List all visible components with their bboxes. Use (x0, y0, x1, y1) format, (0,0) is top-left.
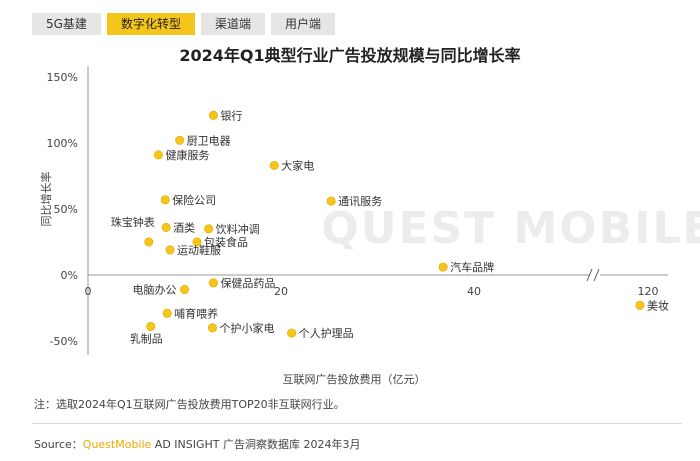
data-point (269, 160, 279, 170)
data-label: 个护小家电 (219, 321, 274, 335)
data-point (326, 196, 336, 206)
data-label: 通讯服务 (338, 195, 382, 208)
axis-break-mark (586, 268, 600, 282)
data-label: 保健品药品 (220, 276, 275, 290)
data-label: 厨卫电器 (187, 134, 231, 147)
data-label: 饮料冲调 (216, 222, 260, 236)
watermark: QUEST MOBILE (321, 203, 700, 254)
tab-channel[interactable]: 渠道端 (200, 13, 265, 35)
y-axis-title: 同比增长率 (39, 172, 53, 227)
x-tick-label: 40 (467, 285, 481, 298)
tab-user[interactable]: 用户端 (270, 13, 335, 35)
data-point (207, 323, 217, 333)
source-brand: QuestMobile (82, 438, 152, 451)
data-point (635, 300, 645, 310)
data-point (144, 237, 154, 247)
x-tick-label: 20 (274, 285, 288, 298)
tab-bar: 5G基建 数字化转型 渠道端 用户端 (32, 13, 341, 35)
data-label: 酒类 (173, 220, 195, 234)
data-point (180, 285, 190, 295)
footnote: 注：选取2024年Q1互联网广告投放费用TOP20非互联网行业。 (34, 398, 345, 411)
data-point (162, 308, 172, 318)
x-tick-label: 0 (85, 285, 92, 298)
x-axis-title: 互联网广告投放费用（亿元） (283, 372, 426, 386)
y-tick-label: -50% (50, 335, 78, 348)
chart-title: 2024年Q1典型行业广告投放规模与同比增长率 (179, 46, 521, 65)
x-tick-label: 120 (638, 285, 659, 298)
data-label: 包装食品 (204, 235, 248, 249)
data-point (208, 110, 218, 120)
data-label: 乳制品 (130, 332, 163, 345)
source-prefix: Source： (34, 438, 83, 451)
data-point (160, 195, 170, 205)
tab-digital-transformation[interactable]: 数字化转型 (106, 13, 195, 35)
data-label: 美妆 (647, 299, 669, 312)
data-label: 银行 (220, 108, 242, 122)
data-label: 健康服务 (165, 148, 209, 162)
data-point (204, 224, 214, 234)
data-point (146, 321, 156, 331)
data-point (153, 150, 163, 160)
data-point (192, 237, 202, 247)
data-point (438, 262, 448, 272)
source-rest: AD INSIGHT 广告洞察数据库 2024年3月 (151, 438, 361, 451)
source-line: Source：QuestMobile AD INSIGHT 广告洞察数据库 20… (34, 436, 361, 452)
y-tick-label: 150% (47, 71, 78, 84)
data-point (165, 245, 175, 255)
data-label: 大家电 (281, 158, 314, 172)
data-label: 哺育喂养 (174, 306, 218, 320)
data-point (161, 222, 171, 232)
data-label: 汽车品牌 (450, 260, 494, 274)
data-label: 保险公司 (172, 193, 216, 207)
data-label: 运动鞋服 (177, 243, 221, 257)
data-label: 珠宝钟表 (111, 215, 155, 229)
divider (32, 423, 682, 424)
y-tick-label: 0% (61, 269, 78, 282)
y-tick-label: 50% (54, 203, 78, 216)
y-tick-label: 100% (47, 137, 78, 150)
data-point (287, 328, 297, 338)
data-label: 个人护理品 (299, 326, 354, 340)
tab-5g-infrastructure[interactable]: 5G基建 (32, 13, 101, 35)
data-point (208, 278, 218, 288)
data-label: 电脑办公 (133, 284, 177, 297)
data-point (175, 135, 185, 145)
